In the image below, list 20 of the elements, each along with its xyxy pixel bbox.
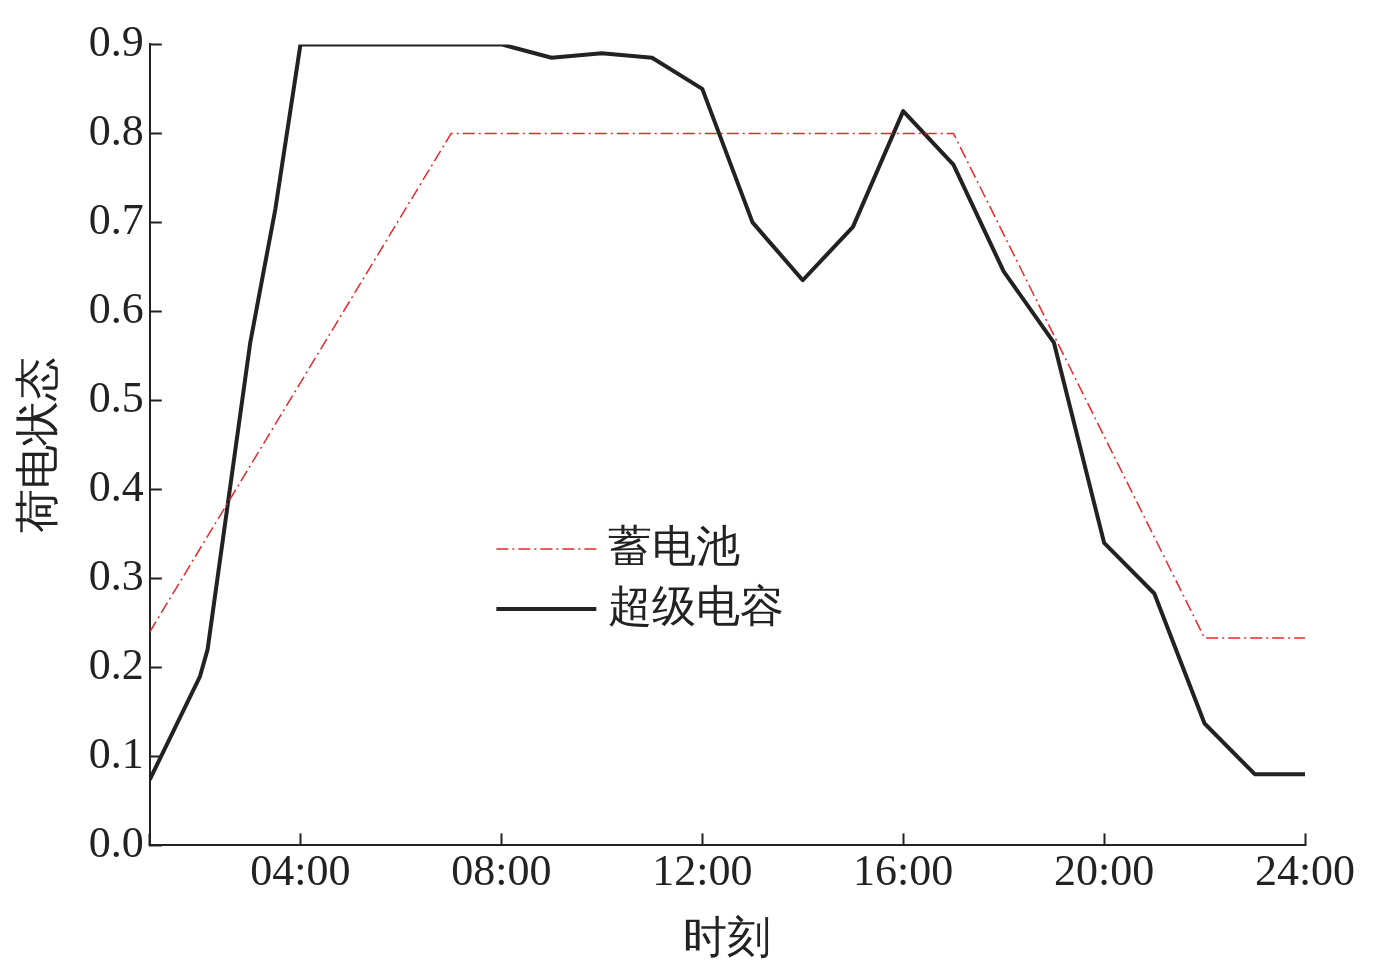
y-tick-label: 0.0 — [88, 817, 144, 867]
y-tick-label: 0.9 — [88, 16, 144, 66]
y-tick-label: 0.4 — [88, 461, 144, 511]
y-axis-title: 荷电状态 — [12, 356, 62, 533]
x-tick-label: 08:00 — [451, 846, 552, 896]
legend-label: 超级电容 — [608, 581, 785, 631]
y-tick-label: 0.3 — [88, 550, 144, 600]
y-tick-label: 0.1 — [88, 728, 144, 778]
y-tick-label: 0.2 — [88, 639, 144, 689]
y-tick-label: 0.6 — [88, 283, 144, 333]
x-tick-label: 20:00 — [1053, 846, 1155, 896]
y-tick-label: 0.5 — [88, 372, 144, 422]
x-tick-label: 12:00 — [652, 846, 753, 896]
legend-label: 蓄电池 — [608, 521, 741, 571]
x-axis-title: 时刻 — [683, 913, 772, 963]
x-tick-label: 16:00 — [853, 846, 954, 896]
y-tick-label: 0.8 — [88, 105, 144, 155]
y-tick-label: 0.7 — [88, 194, 144, 244]
x-tick-label: 24:00 — [1254, 846, 1356, 896]
x-tick-label: 04:00 — [250, 846, 351, 896]
